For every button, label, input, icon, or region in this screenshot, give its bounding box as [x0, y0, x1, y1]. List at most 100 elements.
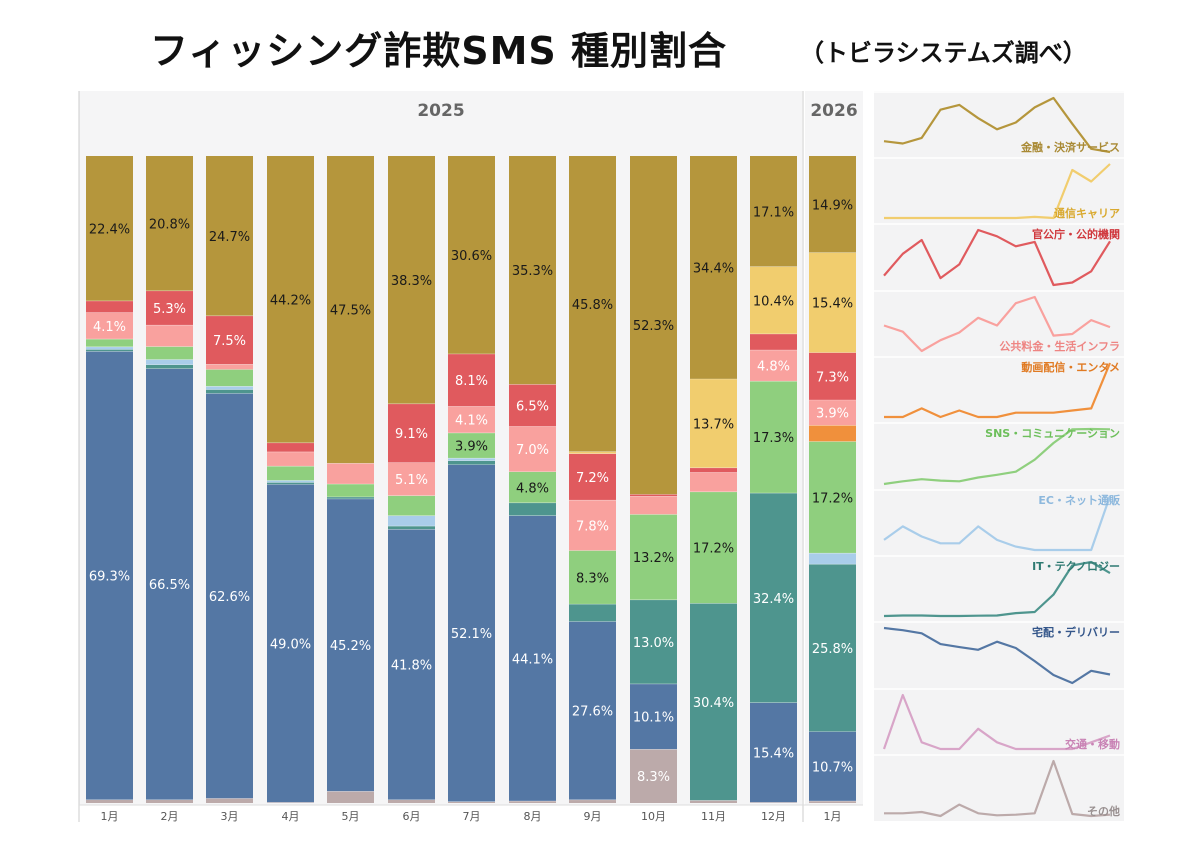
- bar-segment: [750, 333, 797, 351]
- bar-segment: [569, 453, 616, 501]
- data-label: 62.6%: [209, 590, 250, 605]
- data-label: 10.4%: [753, 294, 794, 309]
- bar-segment: [146, 799, 193, 803]
- data-label: 47.5%: [330, 304, 371, 319]
- bar-segment: [690, 156, 737, 380]
- bar-segment: [206, 315, 253, 365]
- data-label: 10.1%: [633, 711, 674, 726]
- data-label: 7.3%: [816, 370, 849, 385]
- bar-segment: [809, 564, 856, 732]
- sparkline-label-2: 官公庁・公的機関: [1032, 227, 1120, 241]
- bar-segment: [448, 801, 495, 803]
- bar-segment: [750, 802, 797, 803]
- bar-segment: [690, 800, 737, 803]
- bar-segment: [267, 442, 314, 452]
- data-label: 32.4%: [753, 592, 794, 607]
- month-tick-label: 2月: [161, 810, 179, 823]
- sparkline-2: [883, 228, 1111, 287]
- bar-segment: [448, 156, 495, 354]
- data-label: 30.6%: [451, 249, 492, 264]
- month-tick-label: 11月: [701, 810, 726, 823]
- sparkline-label-10: その他: [1087, 804, 1120, 818]
- data-label: 8.3%: [576, 571, 609, 586]
- data-label: 15.4%: [812, 297, 853, 312]
- data-label: 17.2%: [812, 491, 853, 506]
- sparkline-5: [883, 427, 1111, 486]
- year-label-2026: 2026: [810, 101, 857, 121]
- bar-segment: [509, 502, 556, 516]
- sparkline-label-9: 交通・移動: [1065, 737, 1120, 751]
- bar-segment: [448, 464, 495, 802]
- bar-segment: [509, 515, 556, 802]
- bar-segment: [388, 495, 435, 516]
- bar-segment: [509, 801, 556, 803]
- bar-segment: [86, 312, 133, 340]
- bar-segment: [206, 156, 253, 316]
- sparkline-10: [884, 759, 1111, 818]
- data-label: 52.1%: [451, 627, 492, 642]
- data-label: 17.2%: [693, 542, 734, 557]
- bar-segment: [509, 471, 556, 503]
- bar-segment: [509, 426, 556, 472]
- bar-segment: [388, 462, 435, 496]
- data-label: 20.8%: [149, 217, 190, 232]
- bar-segment: [206, 369, 253, 387]
- data-label: 5.1%: [395, 473, 428, 488]
- bar-segment: [267, 480, 314, 483]
- sparkline-panel: [874, 91, 1124, 821]
- month-tick-label: 12月: [761, 810, 786, 823]
- data-label: 13.2%: [633, 551, 674, 566]
- bar-segment: [750, 350, 797, 382]
- data-label: 52.3%: [633, 319, 674, 334]
- data-label: 69.3%: [89, 570, 130, 585]
- bar-segment: [86, 339, 133, 347]
- bar-segment: [388, 526, 435, 530]
- data-label: 5.3%: [153, 302, 186, 317]
- bar-segment: [809, 400, 856, 426]
- bar-segment: [267, 802, 314, 803]
- data-label: 34.4%: [693, 262, 734, 277]
- bar-segment: [86, 351, 133, 800]
- bar-segment: [206, 393, 253, 799]
- bar-segment: [750, 266, 797, 334]
- bar-segment: [146, 156, 193, 291]
- bar-segment: [86, 799, 133, 803]
- data-label: 35.3%: [512, 264, 553, 279]
- data-label: 4.1%: [93, 320, 126, 335]
- bar-segment: [750, 156, 797, 267]
- month-tick-label: 9月: [584, 810, 602, 823]
- bar-segment: [448, 406, 495, 433]
- month-tick-label: 3月: [221, 810, 239, 823]
- data-label: 49.0%: [270, 637, 311, 652]
- sparkline-label-0: 金融・決済サービス: [1020, 140, 1120, 154]
- sparkline-9: [882, 693, 1111, 751]
- data-label: 4.1%: [455, 414, 488, 429]
- sparkline-7: [883, 560, 1111, 618]
- bar-segment: [388, 799, 435, 803]
- sparkline-6: [883, 495, 1112, 552]
- data-label: 66.5%: [149, 578, 190, 593]
- bar-segment: [86, 156, 133, 301]
- data-label: 30.4%: [693, 696, 734, 711]
- data-label: 13.0%: [633, 636, 674, 651]
- sparkline-label-1: 通信キャリア: [1054, 206, 1120, 220]
- data-label: 17.3%: [753, 431, 794, 446]
- bar-segment: [630, 494, 677, 497]
- bar-segment: [448, 353, 495, 407]
- sparkline-label-6: EC・ネット通販: [1038, 493, 1121, 507]
- bar-segment: [146, 325, 193, 347]
- bar-segment: [388, 156, 435, 404]
- bar-segment: [630, 514, 677, 600]
- bar-segment: [327, 484, 374, 497]
- bar-segment: [690, 603, 737, 801]
- bar-segment: [630, 749, 677, 803]
- data-label: 9.1%: [395, 427, 428, 442]
- sparkline-0: [883, 96, 1111, 154]
- data-label: 22.4%: [89, 222, 130, 237]
- bar-segment: [509, 156, 556, 385]
- month-tick-label: 1月: [824, 810, 842, 823]
- data-label: 10.7%: [812, 760, 853, 775]
- bar-segment: [750, 381, 797, 494]
- bar-segment: [86, 300, 133, 313]
